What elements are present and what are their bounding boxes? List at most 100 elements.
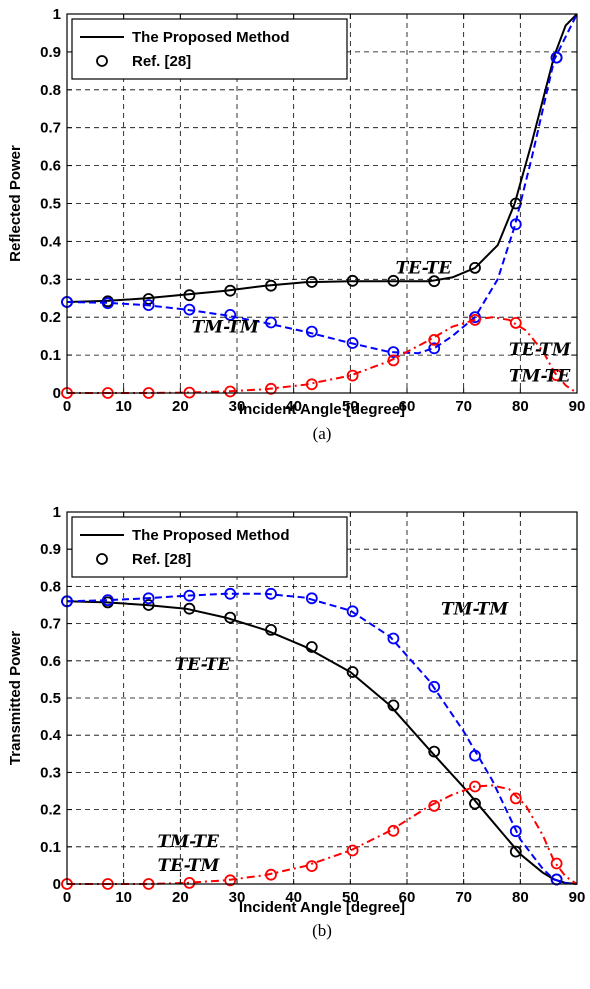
x-tick-label: 70 <box>455 398 472 415</box>
legend-label-proposed: The Proposed Method <box>132 29 290 46</box>
panel-caption: (a) <box>313 424 332 443</box>
ref-point-te-te <box>387 699 400 712</box>
y-tick-label: 0.4 <box>40 233 62 250</box>
ref-point-te-te <box>305 276 318 288</box>
ref-point-tm-te-te-tm <box>265 868 277 881</box>
ref-point-te-te <box>428 275 441 288</box>
y-tick-label: 0.3 <box>40 764 61 781</box>
x-axis-label: Incident Angle [degree] <box>239 401 405 418</box>
ref-point-te-te <box>469 797 481 810</box>
legend-box <box>71 18 348 80</box>
y-tick-label: 0.3 <box>40 271 61 288</box>
x-tick-label: 70 <box>455 889 472 906</box>
ref-point-te-tm-tm-te <box>509 316 522 329</box>
ref-point-te-te <box>142 599 155 611</box>
y-tick-label: 0.1 <box>40 347 61 364</box>
series-annotations: TM-TM TE-TE TM-TE TE-TM <box>158 599 510 876</box>
ref-point-tm-tm <box>509 825 522 838</box>
ref-point-tm-te-te-tm <box>509 792 522 805</box>
ref-point-te-te <box>305 641 318 653</box>
legend-label-ref: Ref. [28] <box>132 53 191 70</box>
series-line-te-te <box>66 13 578 303</box>
y-tick-label: 0.7 <box>40 120 61 137</box>
ref-point-te-te <box>509 845 522 858</box>
y-tick-label: 0.5 <box>40 196 61 213</box>
x-tick-label: 50 <box>342 889 359 906</box>
legend: The Proposed Method Ref. [28] <box>71 516 348 578</box>
ref-point-tm-tm <box>550 51 563 64</box>
x-tick-label: 90 <box>569 889 586 906</box>
ref-point-te-te <box>469 261 481 274</box>
ref-point-te-tm-tm-te <box>224 385 237 398</box>
ref-point-tm-te-te-tm <box>428 800 441 812</box>
ref-point-te-te <box>265 624 277 636</box>
ref-point-te-te <box>224 284 237 297</box>
ref-point-te-tm-tm-te <box>265 382 277 395</box>
x-tick-label: 50 <box>342 398 359 415</box>
ref-point-tm-te-te-tm <box>224 874 237 887</box>
ref-point-tm-tm <box>428 680 441 693</box>
ref-point-tm-tm <box>142 299 155 312</box>
ref-point-tm-te-te-tm <box>550 857 563 870</box>
series-annotation: TE-TM <box>509 340 572 360</box>
x-tick-label: 20 <box>172 398 189 415</box>
ref-point-tm-tm <box>509 218 522 231</box>
y-axis-label: Reflected Power <box>7 145 24 262</box>
series-line-te-tm-tm-te <box>67 316 578 394</box>
ref-point-tm-tm <box>387 346 400 359</box>
x-tick-label: 0 <box>63 889 71 906</box>
ref-point-tm-tm <box>305 592 318 605</box>
ref-point-tm-te-te-tm <box>183 877 196 889</box>
grid-lines <box>67 512 577 884</box>
series-annotation: TE-TE <box>175 655 232 675</box>
chart-panel-a: TE-TE TM-TM TE-TM TM-TE The Proposed Method… <box>7 6 585 443</box>
ref-point-tm-tm <box>265 587 277 600</box>
y-tick-label: 1 <box>53 6 61 23</box>
legend-label-proposed: The Proposed Method <box>132 527 290 544</box>
y-tick-label: 0.7 <box>40 616 61 633</box>
series-line-tm-te-te-tm <box>67 784 578 885</box>
y-tick-label: 0.2 <box>40 802 61 819</box>
ref-point-te-tm-tm-te <box>305 378 318 391</box>
ref-point-tm-tm <box>469 749 481 762</box>
ref-point-tm-tm <box>142 592 155 605</box>
ref-point-tm-tm <box>101 594 114 607</box>
series-line-tm-tm <box>66 592 578 885</box>
ref-point-te-te <box>142 293 155 305</box>
ref-point-te-tm-tm-te <box>346 369 359 382</box>
x-tick-label: 0 <box>63 398 71 415</box>
ref-point-tm-tm <box>101 297 114 310</box>
y-tick-label: 0.6 <box>40 653 61 670</box>
y-tick-label: 0.5 <box>40 690 61 707</box>
x-tick-label: 90 <box>569 398 586 415</box>
y-tick-label: 1 <box>53 504 61 521</box>
x-tick-label: 30 <box>229 889 246 906</box>
x-tick-label: 60 <box>399 889 416 906</box>
y-tick-label: 0.8 <box>40 82 61 99</box>
legend-circle-marker <box>96 553 108 565</box>
tick-labels: 0 10 20 30 40 50 60 70 80 90 0 0.1 0.2 0.3 0.4 0.5 0.6 0.… <box>40 504 585 906</box>
y-tick-label: 0.6 <box>40 158 61 175</box>
series-annotation: TE-TM <box>158 856 221 876</box>
ref-point-te-tm-tm-te <box>469 313 481 326</box>
ref-point-tm-tm <box>224 587 237 600</box>
series-annotations: TE-TE TM-TM TE-TM TM-TE <box>192 259 572 387</box>
x-tick-label: 30 <box>229 398 246 415</box>
y-tick-label: 0.4 <box>40 727 62 744</box>
ref-point-te-te <box>346 274 359 287</box>
data-series <box>61 587 578 890</box>
legend: The Proposed Method Ref. [28] <box>71 18 348 80</box>
x-axis-label: Incident Angle [degree] <box>239 899 405 916</box>
ref-point-tm-te-te-tm <box>346 844 359 857</box>
tick-labels: 0 10 20 30 40 50 60 70 80 90 0 0.1 0.2 0.3 0.4 0.5 0.6 0.… <box>40 6 585 415</box>
x-tick-label: 10 <box>115 889 132 906</box>
ref-point-tm-tm <box>346 605 359 618</box>
y-tick-label: 0.1 <box>40 839 61 856</box>
ref-point-tm-tm <box>387 632 400 645</box>
series-annotation: TM-TE <box>158 832 220 852</box>
ref-point-tm-tm <box>305 325 318 338</box>
panel-caption: (b) <box>312 921 332 940</box>
legend-circle-marker <box>96 55 108 67</box>
ref-point-te-te <box>224 611 237 624</box>
